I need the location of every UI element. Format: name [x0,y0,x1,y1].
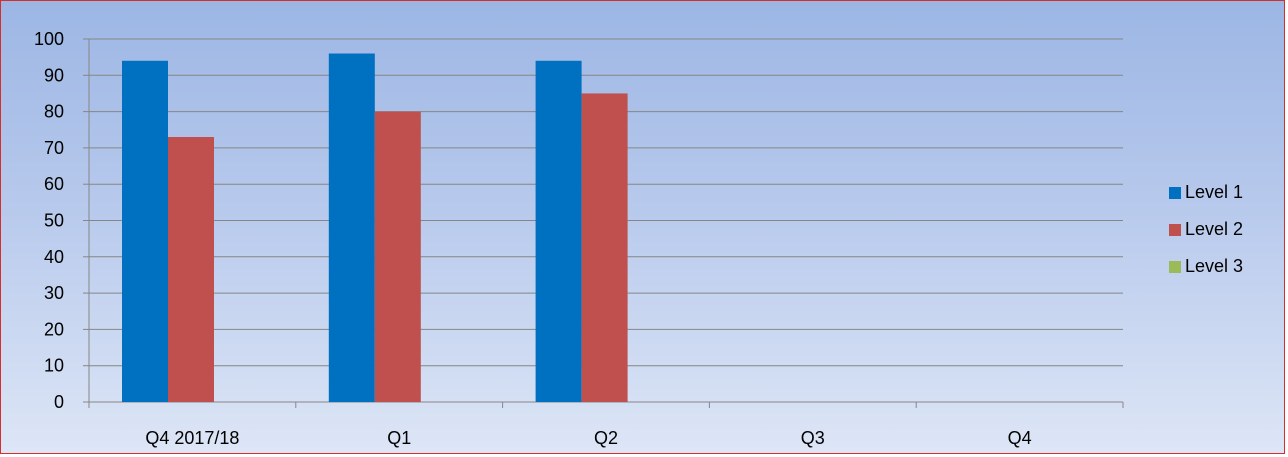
legend-item-level-2: Level 2 [1169,211,1279,248]
y-tick-label: 40 [44,247,64,267]
legend-item-level-1: Level 1 [1169,174,1279,211]
legend-swatch-level-3 [1169,260,1181,273]
y-tick-label: 50 [44,211,64,231]
y-tick-label: 10 [44,356,64,376]
y-tick-label: 70 [44,138,64,158]
y-tick-label: 80 [44,102,64,122]
x-tick-label: Q2 [594,428,618,448]
y-tick-label: 20 [44,319,64,339]
y-tick-label: 60 [44,174,64,194]
x-tick-label: Q4 [1008,428,1032,448]
y-tick-label: 0 [54,392,64,412]
x-tick-label: Q3 [801,428,825,448]
bar-level-2 [374,111,421,402]
bar-level-2 [581,93,628,402]
legend-label-level-3: Level 3 [1185,256,1244,276]
legend-swatch-level-1 [1169,186,1181,199]
legend-label-level-2: Level 2 [1185,219,1244,239]
x-tick-label: Q4 2017/18 [145,428,239,448]
bar-level-1 [328,53,375,403]
y-tick-label: 90 [44,65,64,85]
y-tick-label: 30 [44,283,64,303]
bar-level-1 [535,60,582,402]
bar-level-1 [122,60,168,402]
x-tick-label: Q1 [387,428,411,448]
legend-item-level-3: Level 3 [1169,248,1279,285]
bar-level-2 [168,137,214,402]
legend-swatch-level-2 [1169,223,1181,236]
y-tick-label: 100 [34,29,64,49]
legend: Level 1 Level 2 Level 3 [1169,174,1279,285]
legend-label-level-1: Level 1 [1185,182,1244,202]
